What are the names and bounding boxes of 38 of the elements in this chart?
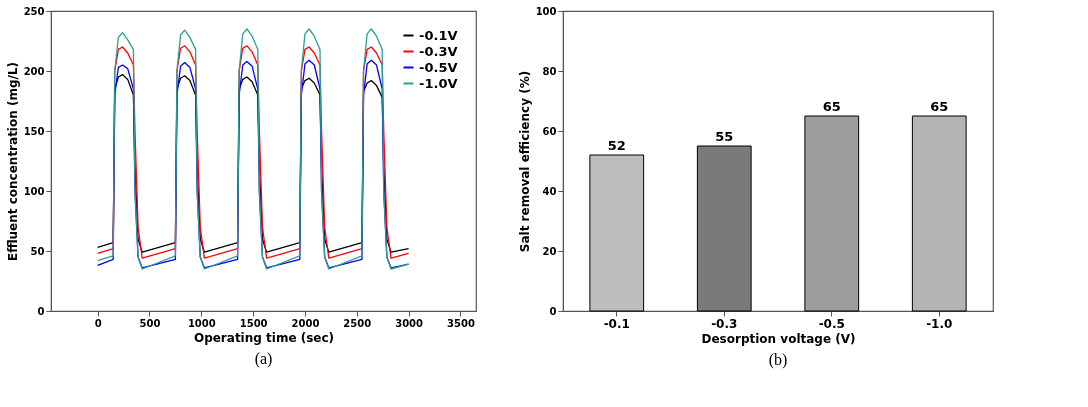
y-tick-label: 60 (542, 125, 557, 137)
y-tick-label: 40 (542, 185, 557, 197)
y-axis-title: Effluent concentration (mg/L) (5, 61, 20, 262)
y-tick-label: 0 (37, 305, 45, 317)
x-tick-label: 1000 (187, 317, 216, 329)
legend-label: -0.1V (419, 27, 458, 43)
y-tick-label: 100 (23, 185, 45, 197)
x-axis-title: Desorption voltage (V) (701, 331, 856, 346)
data-label: 65 (930, 99, 949, 114)
legend-label: -1.0V (419, 75, 458, 91)
x-tick-label: 3500 (447, 317, 475, 329)
x-tick-label: -1.0 (926, 316, 953, 331)
x-tick-label: -0.3 (711, 316, 738, 331)
x-tick-label: 0 (94, 317, 102, 329)
x-tick-label: 2000 (291, 317, 320, 329)
y-tick-label: 80 (542, 65, 557, 77)
y-tick-label: 150 (23, 125, 45, 137)
x-axis-title: Operating time (sec) (193, 330, 335, 345)
x-tick-label: 3000 (395, 317, 424, 329)
y-tick-label: 200 (23, 65, 45, 77)
x-tick-label: 2500 (343, 317, 372, 329)
y-tick-label: 250 (23, 5, 45, 17)
data-label: 52 (607, 138, 626, 153)
y-tick-label: 20 (542, 245, 557, 257)
x-tick-label: -0.5 (818, 316, 845, 331)
text: (a) (254, 350, 273, 368)
legend-label: -0.3V (419, 43, 458, 59)
legend-label: -0.5V (419, 59, 458, 75)
data-label: 65 (822, 99, 841, 114)
text: (b) (768, 351, 788, 369)
x-tick-label: -0.1 (603, 316, 630, 331)
data-label: 55 (715, 129, 734, 144)
y-tick-label: 0 (549, 305, 557, 317)
x-tick-label: 1500 (239, 317, 268, 329)
x-tick-label: 500 (139, 317, 161, 329)
y-tick-label: 100 (535, 5, 557, 17)
y-tick-label: 50 (30, 245, 45, 257)
y-axis-title: Salt removal efficiency (%) (517, 70, 532, 253)
